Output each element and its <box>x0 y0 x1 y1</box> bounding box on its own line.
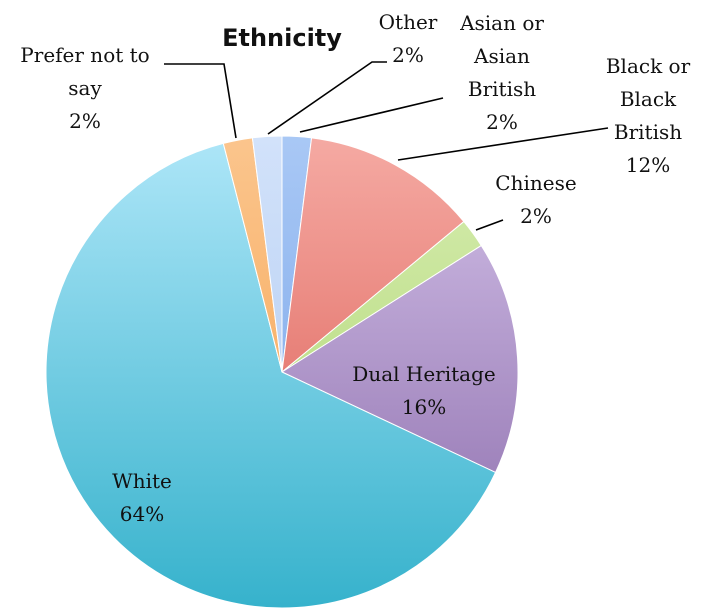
pie-slice-black-or-black-british <box>281 137 465 374</box>
chart-title: Ethnicity <box>222 24 342 52</box>
slice-category-label: Dual Heritage <box>352 362 495 386</box>
slice-value-label: 2% <box>520 204 552 228</box>
slice-label: Chinese 2% <box>495 171 576 228</box>
slice-value-label: 12% <box>626 153 670 177</box>
slice-category-label: Asian <box>473 44 530 68</box>
slice-value-label: 2% <box>392 43 424 67</box>
slice-category-label: Prefer not to <box>20 43 149 67</box>
slice-label: Dual Heritage 16% <box>352 362 495 419</box>
slice-value-label: 2% <box>69 109 101 133</box>
slice-category-label: say <box>68 76 102 100</box>
pie-slice-other <box>251 135 283 373</box>
slice-category-label: British <box>468 77 536 101</box>
slice-category-label: Chinese <box>495 171 576 195</box>
slice-category-label: Black <box>620 87 677 111</box>
slice-label: Asian or Asian British 2% <box>459 11 544 134</box>
slice-label: Other 2% <box>379 10 438 67</box>
slice-category-label: White <box>112 469 172 493</box>
slice-value-label: 16% <box>402 395 446 419</box>
slice-label: White 64% <box>112 469 172 526</box>
slice-category-label: Black or <box>606 54 691 78</box>
leader-line <box>267 61 387 135</box>
slice-category-label: British <box>614 120 682 144</box>
slice-value-label: 2% <box>486 110 518 134</box>
slice-label: Black or Black British 12% <box>606 54 691 177</box>
labels-layer: Asian or Asian British 2% Black or Black Briti… <box>20 10 690 526</box>
leader-line <box>397 127 609 161</box>
leader-line <box>475 219 504 231</box>
leader-line <box>299 97 444 133</box>
slices-layer <box>45 135 519 609</box>
slice-category-label: Asian or <box>459 11 544 35</box>
pie-slice-dual-heritage <box>280 244 519 474</box>
slice-label: Prefer not to say 2% <box>20 43 149 133</box>
leaders-layer <box>164 61 609 231</box>
slice-category-label: Other <box>379 10 438 34</box>
pie-slice-white <box>45 142 497 609</box>
slice-value-label: 64% <box>120 502 164 526</box>
leader-line <box>164 63 237 139</box>
